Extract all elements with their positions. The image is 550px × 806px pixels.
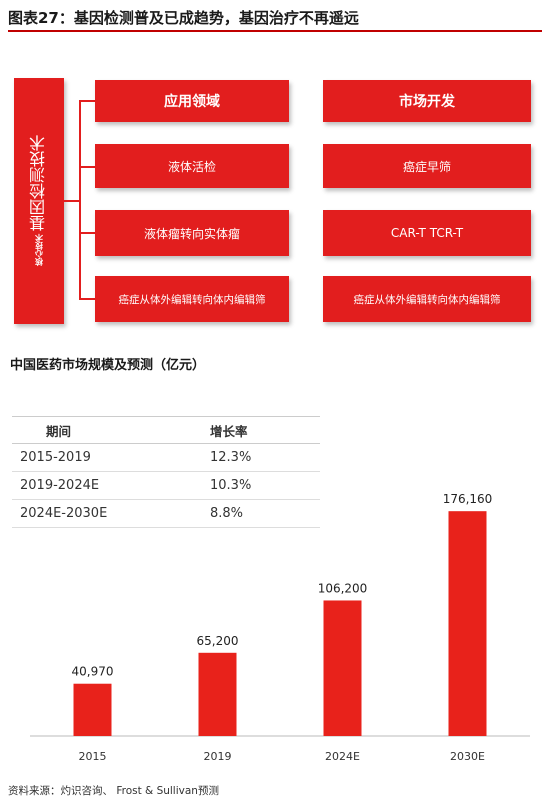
connector-branch <box>79 100 95 102</box>
side-label-small: 核心技术 <box>34 234 44 267</box>
table-header-row: 期间 增长率 <box>12 416 320 444</box>
data-label: 65,200 <box>197 634 239 648</box>
col2-header: 市场开发 <box>323 80 531 122</box>
growth-rate-table: 期间 增长率 2015-2019 12.3% 2019-2024E 10.3% … <box>12 416 320 528</box>
connector-branch <box>79 166 95 168</box>
bar-2024E <box>323 600 362 736</box>
chart-title: 中国医药市场规模及预测（亿元） <box>10 358 206 373</box>
row1-left: 液体活检 <box>95 144 289 188</box>
side-bar: 核心技术 基因检测技术 <box>14 78 64 324</box>
bar-2015 <box>73 683 112 736</box>
connector-vertical <box>79 101 81 299</box>
table-cell-rate: 12.3% <box>210 450 252 465</box>
table-cell-period: 2024E-2030E <box>20 506 108 521</box>
figure-title: 图表27：基因检测普及已成趋势，基因治疗不再遥远 <box>8 6 542 32</box>
source-note: 资料来源：灼识咨询、 Frost & Sullivan预测 <box>8 785 219 797</box>
data-label: 40,970 <box>72 665 114 679</box>
table-row: 2024E-2030E 8.8% <box>12 500 320 528</box>
bar-2019 <box>198 652 237 736</box>
table-cell-period: 2015-2019 <box>20 450 91 465</box>
connector-branch <box>79 298 95 300</box>
x-tick-label: 2030E <box>450 750 485 763</box>
row2-right: CAR-T TCR-T <box>323 210 531 256</box>
x-tick-label: 2015 <box>79 750 107 763</box>
table-cell-rate: 10.3% <box>210 478 252 493</box>
data-label: 106,200 <box>318 581 368 595</box>
table-cell-period: 2019-2024E <box>20 478 100 493</box>
table-cell-rate: 8.8% <box>210 506 244 521</box>
bar-chart: 40,970 2015 65,200 2019 106,200 2024E 176,160 2… <box>30 492 530 763</box>
bar-2030E <box>448 511 487 736</box>
table-header-period: 期间 <box>46 423 72 439</box>
x-tick-label: 2019 <box>204 750 232 763</box>
row1-right: 癌症早筛 <box>323 144 531 188</box>
x-tick-label: 2024E <box>325 750 360 763</box>
side-label: 基因检测技术 <box>29 135 48 232</box>
table-row: 2015-2019 12.3% <box>12 444 320 472</box>
connector-branch <box>79 232 95 234</box>
table-header-rate: 增长率 <box>210 423 248 439</box>
data-label: 176,160 <box>443 492 493 506</box>
col1-header: 应用领域 <box>95 80 289 122</box>
table-row: 2019-2024E 10.3% <box>12 472 320 500</box>
row2-left: 液体瘤转向实体瘤 <box>95 210 289 256</box>
row3-left: 癌症从体外编辑转向体内编辑筛 <box>95 276 289 322</box>
connector-horizontal <box>64 200 80 202</box>
row3-right: 癌症从体外编辑转向体内编辑筛 <box>323 276 531 322</box>
